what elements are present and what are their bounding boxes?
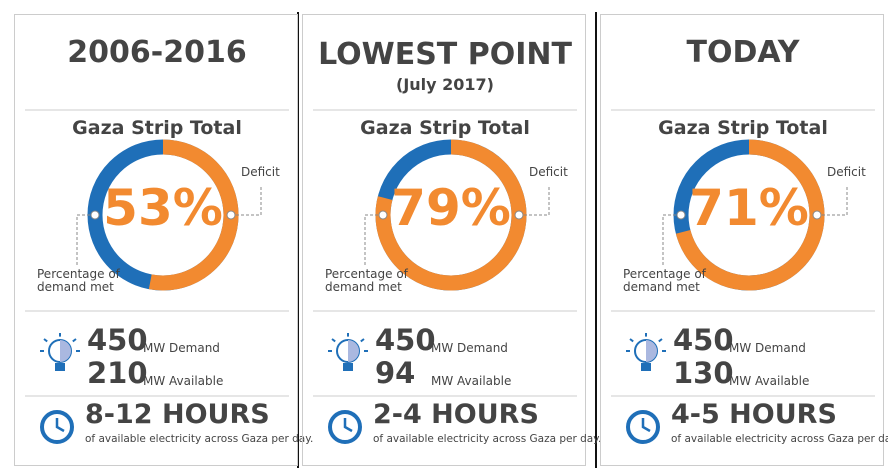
demand-value: 450 <box>673 323 734 357</box>
demand-unit: MW Demand <box>143 341 220 355</box>
met-label: Percentage of demand met <box>325 267 408 294</box>
panel-graphics <box>25 109 289 444</box>
hours: 8-12 HOURS <box>85 399 270 430</box>
clock-hands <box>55 418 65 433</box>
met-leader <box>364 214 383 267</box>
marker <box>676 210 686 220</box>
hours: 4-5 HOURS <box>671 399 837 430</box>
demand-value: 450 <box>375 323 436 357</box>
deficit-leader <box>817 185 848 216</box>
deficit-leader <box>231 185 262 216</box>
available-unit: MW Available <box>729 374 810 388</box>
panel-subtitle: (July 2017) <box>396 75 494 94</box>
panel: 2006-2016 Gaza Strip Total 53% Deficit Perce… <box>14 14 313 466</box>
panel-title: LOWEST POINT <box>318 37 572 72</box>
available-value: 94 <box>375 356 416 390</box>
panel-graphics <box>313 109 577 444</box>
panel-title: 2006-2016 <box>67 35 247 70</box>
deficit-label: Deficit <box>241 165 280 179</box>
bulb-icon <box>641 363 651 371</box>
deficit-percent: 53% <box>103 179 223 237</box>
deficit-arc <box>675 139 825 291</box>
bulb-icon <box>646 340 657 362</box>
marker <box>514 210 524 220</box>
bulb-icon <box>343 363 353 371</box>
bulb-icon <box>60 340 71 362</box>
deficit-leader <box>519 185 550 216</box>
deficit-label: Deficit <box>529 165 568 179</box>
bulb-ray <box>331 338 336 343</box>
demand-value: 450 <box>87 323 148 357</box>
bulb-ray <box>629 338 634 343</box>
deficit-label: Deficit <box>827 165 866 179</box>
deficit-percent: 79% <box>391 179 511 237</box>
deficit-arc <box>148 139 239 291</box>
bulb-ray <box>658 338 663 343</box>
total-label: Gaza Strip Total <box>658 117 828 139</box>
panel: LOWEST POINT (July 2017) Gaza Strip Total 7… <box>302 14 601 466</box>
bulb-icon <box>348 340 359 362</box>
demand-unit: MW Demand <box>729 341 806 355</box>
divider <box>595 12 597 468</box>
clock-hands <box>641 418 651 433</box>
bulb-ray <box>43 338 48 343</box>
total-label: Gaza Strip Total <box>72 117 242 139</box>
deficit-percent: 71% <box>689 179 809 237</box>
marker <box>90 210 100 220</box>
available-value: 130 <box>673 356 734 390</box>
total-label: Gaza Strip Total <box>360 117 530 139</box>
marker <box>226 210 236 220</box>
clock-hands <box>343 418 353 433</box>
available-unit: MW Available <box>431 374 512 388</box>
bulb-ray <box>72 338 77 343</box>
divider <box>297 12 299 468</box>
hours-note: of available electricity across Gaza per… <box>373 433 602 445</box>
marker <box>812 210 822 220</box>
panel: TODAY Gaza Strip Total 71% Deficit Percentag… <box>600 14 888 466</box>
hours: 2-4 HOURS <box>373 399 539 430</box>
marker <box>378 210 388 220</box>
bulb-ray <box>360 338 365 343</box>
demand-unit: MW Demand <box>431 341 508 355</box>
met-leader <box>76 214 95 267</box>
available-value: 210 <box>87 356 148 390</box>
panel-graphics <box>611 109 875 444</box>
panel-title: TODAY <box>686 35 800 70</box>
deficit-arc <box>375 139 527 291</box>
met-label: Percentage of demand met <box>37 267 120 294</box>
available-unit: MW Available <box>143 374 224 388</box>
hours-note: of available electricity across Gaza per… <box>671 433 888 445</box>
met-label: Percentage of demand met <box>623 267 706 294</box>
met-leader <box>662 214 681 267</box>
bulb-icon <box>55 363 65 371</box>
hours-note: of available electricity across Gaza per… <box>85 433 314 445</box>
